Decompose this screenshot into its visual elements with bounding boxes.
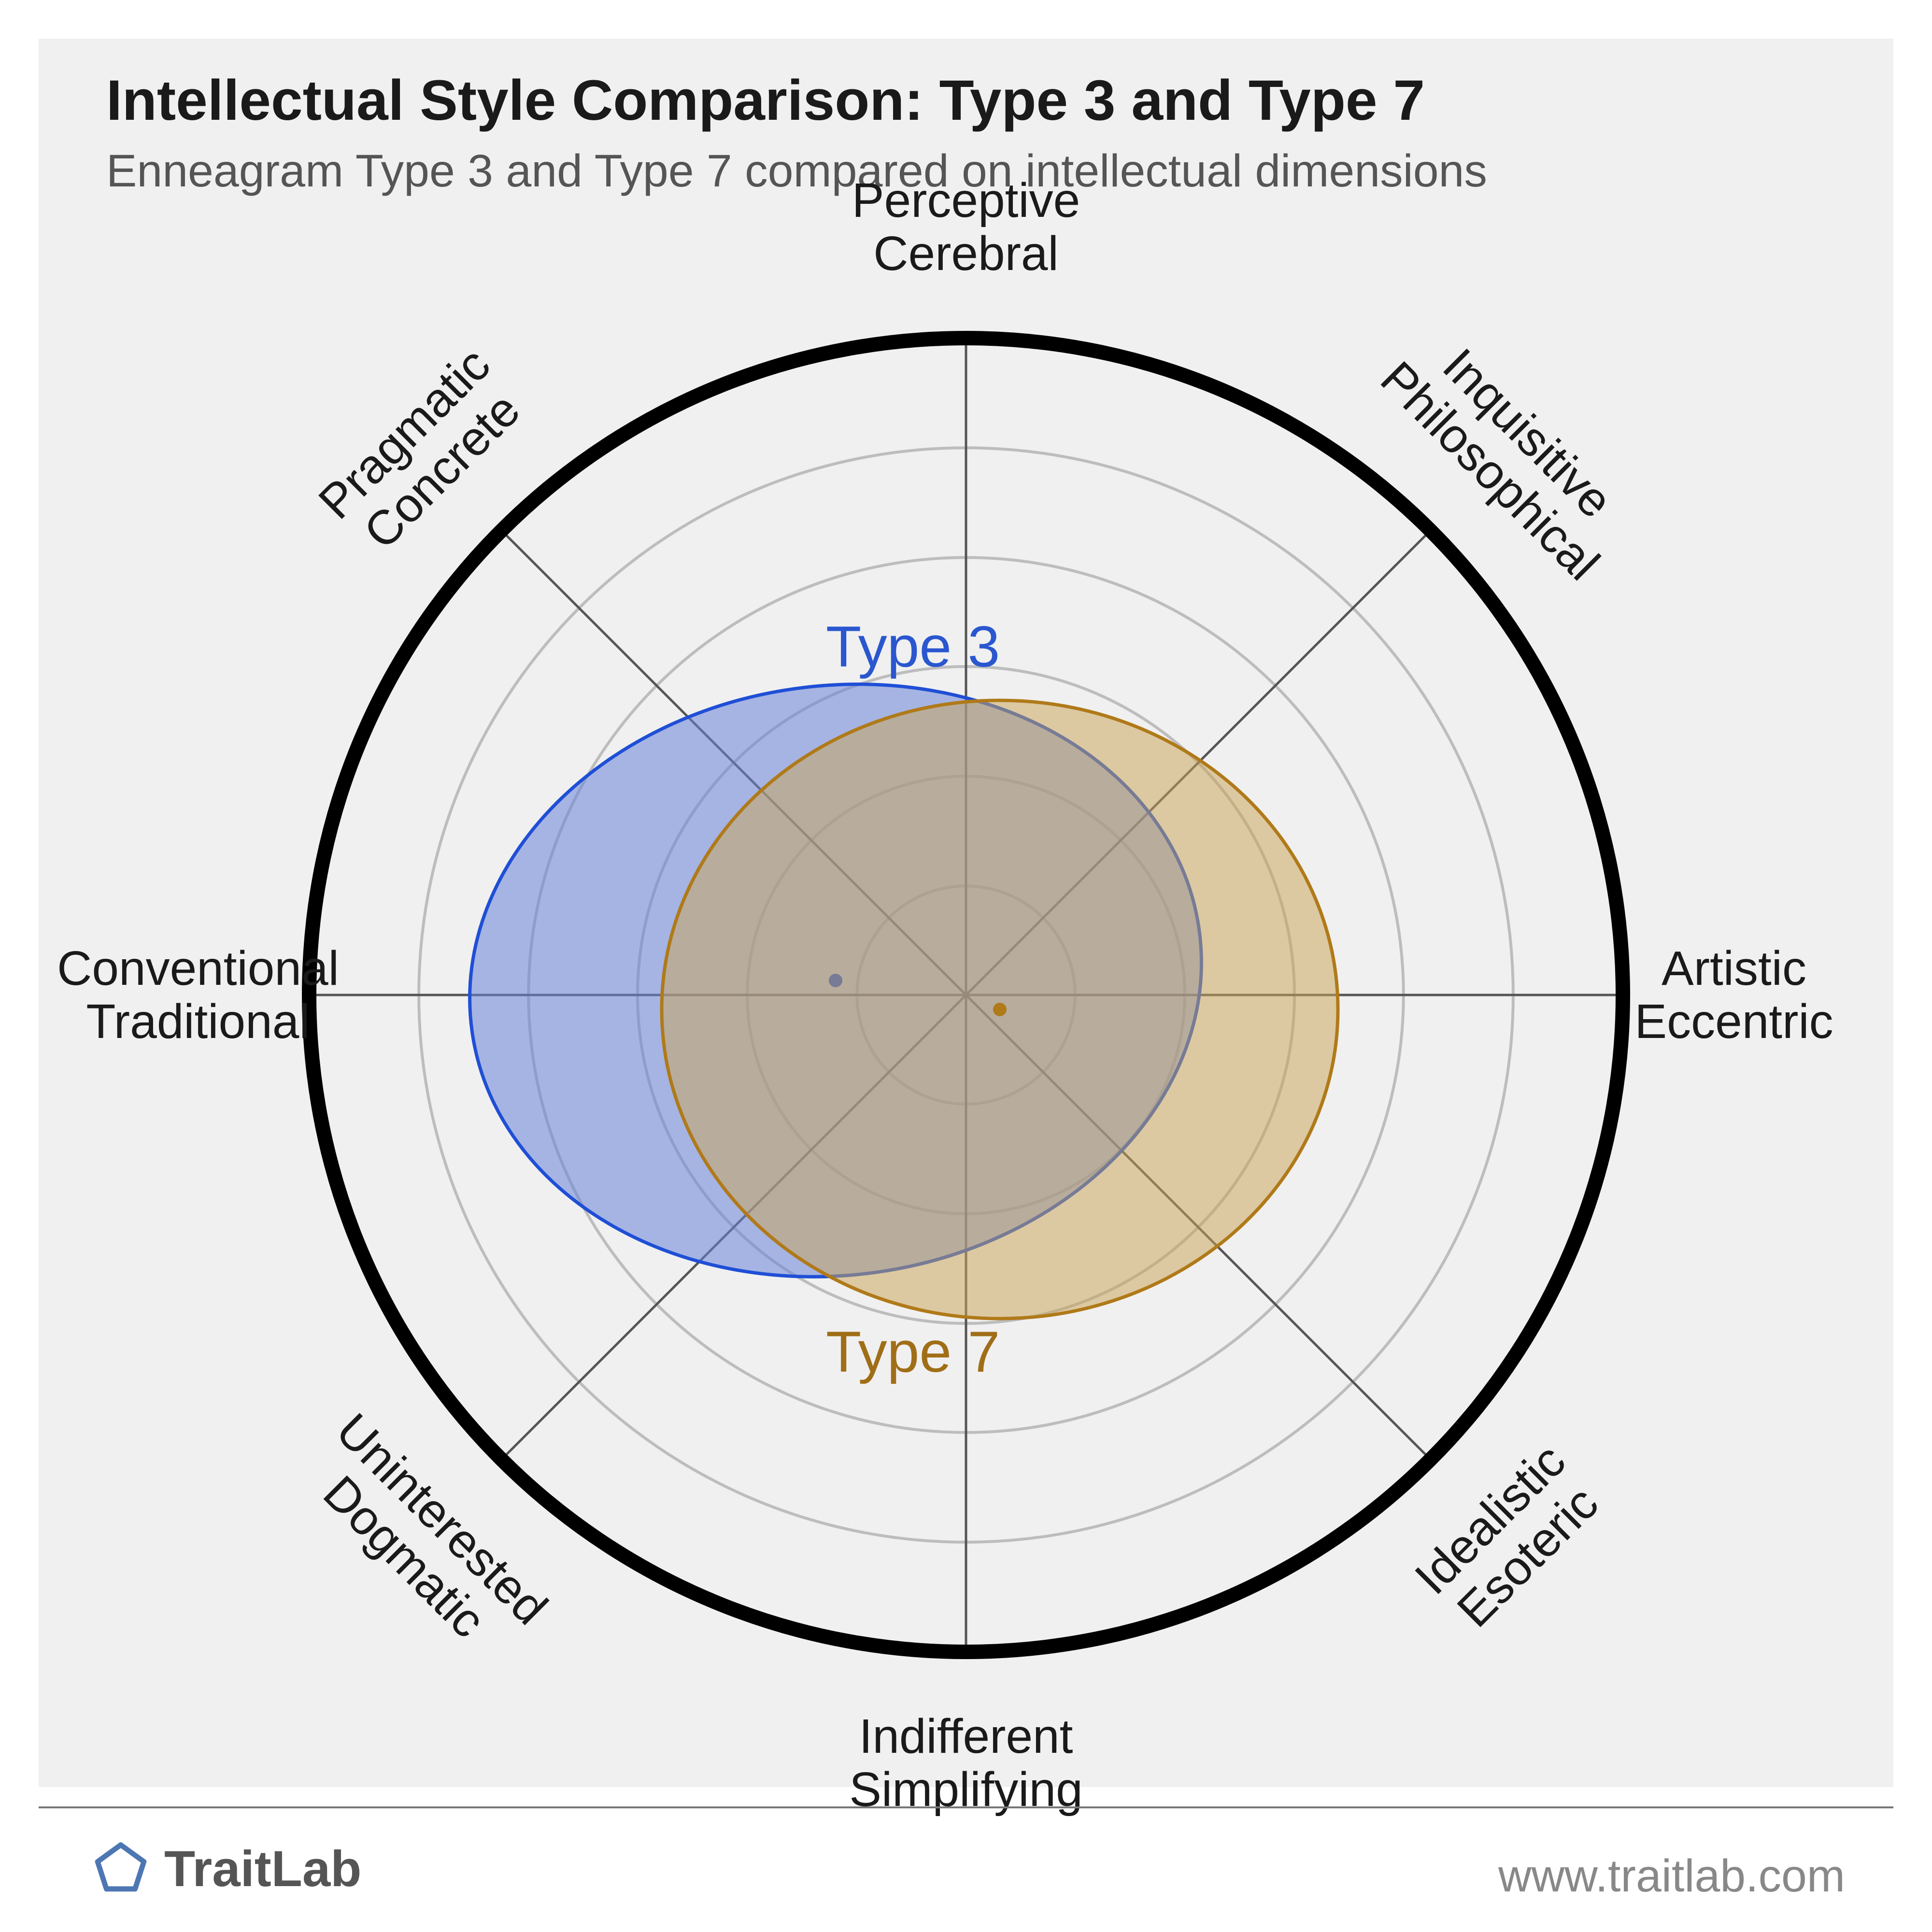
footer-divider [39,1806,1893,1808]
pentagon-icon [92,1840,150,1898]
footer-url: www.traitlab.com [1498,1850,1845,1903]
brand-name: TraitLab [164,1840,361,1898]
radar-chart [0,0,1932,1932]
footer-brand: TraitLab [92,1840,361,1898]
